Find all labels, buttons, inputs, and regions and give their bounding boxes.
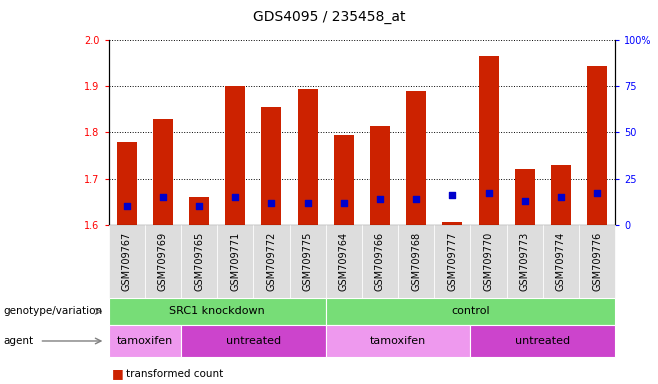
Bar [370,126,390,225]
Point [194,203,205,209]
Text: GDS4095 / 235458_at: GDS4095 / 235458_at [253,10,405,23]
Point [121,203,132,209]
Text: untreated: untreated [515,336,570,346]
Bar [442,222,463,225]
Text: agent: agent [3,336,34,346]
Text: GSM709764: GSM709764 [339,232,349,291]
Text: genotype/variation: genotype/variation [3,306,103,316]
Bar [406,91,426,225]
Bar [189,197,209,225]
Text: GSM709776: GSM709776 [592,232,602,291]
Bar [478,56,499,225]
Bar [334,135,354,225]
Point [483,190,494,196]
Text: ■: ■ [112,367,124,381]
Text: GSM709768: GSM709768 [411,232,421,291]
Point [338,199,349,205]
Text: GSM709767: GSM709767 [122,232,132,291]
Point [303,199,313,205]
Bar [551,165,571,225]
Point [266,199,277,205]
Point [411,196,421,202]
Text: tamoxifen: tamoxifen [370,336,426,346]
Point [592,190,603,196]
Text: control: control [451,306,490,316]
Text: GSM709765: GSM709765 [194,232,204,291]
Text: GSM709773: GSM709773 [520,232,530,291]
Text: ■: ■ [112,382,124,384]
Bar [261,107,282,225]
Text: GSM709771: GSM709771 [230,232,240,291]
Bar [587,66,607,225]
Point [375,196,386,202]
Bar [153,119,173,225]
Bar [225,86,245,225]
Point [447,192,458,198]
Text: GSM709775: GSM709775 [303,232,313,291]
Text: GSM709766: GSM709766 [375,232,385,291]
Text: tamoxifen: tamoxifen [116,336,173,346]
Text: GSM709769: GSM709769 [158,232,168,291]
Bar [515,169,535,225]
Text: GSM709770: GSM709770 [484,232,494,291]
Point [555,194,566,200]
Text: transformed count: transformed count [126,369,224,379]
Text: GSM709777: GSM709777 [447,232,457,291]
Text: GSM709772: GSM709772 [266,232,276,291]
Text: SRC1 knockdown: SRC1 knockdown [169,306,265,316]
Point [158,194,168,200]
Text: untreated: untreated [226,336,281,346]
Point [520,198,530,204]
Point [230,194,241,200]
Bar [297,89,318,225]
Bar [116,142,137,225]
Text: GSM709774: GSM709774 [556,232,566,291]
